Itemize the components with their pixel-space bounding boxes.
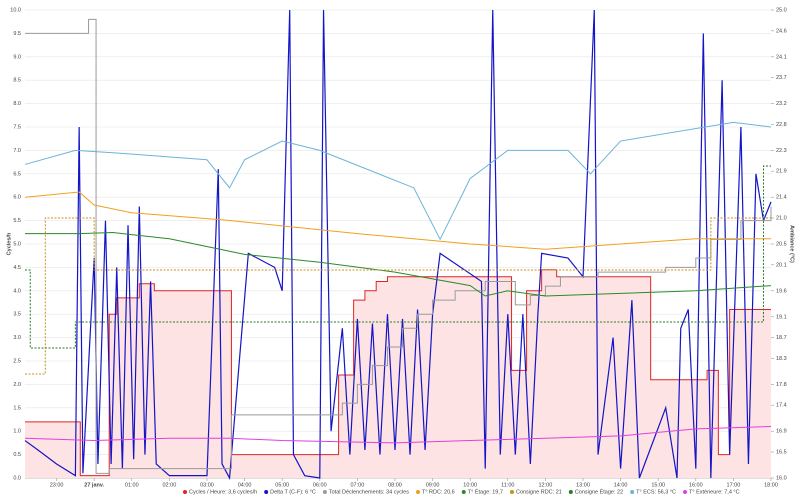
x-tick-label: 13:00 <box>576 482 590 488</box>
x-tick-label: 04:00 <box>238 482 252 488</box>
y2-tick-label: 18.7 <box>776 335 787 341</box>
x-tick-label: 14:00 <box>614 482 628 488</box>
legend-marker <box>183 490 187 494</box>
y-tick-label: 3.5 <box>13 312 21 318</box>
y-tick-label: 5.0 <box>13 241 21 247</box>
series-line <box>25 18 772 474</box>
y-tick-label: 10.0 <box>10 7 21 13</box>
y-tick-label: 3.0 <box>13 335 21 341</box>
y-tick-label: 8.5 <box>13 78 21 84</box>
legend-label: Consigne RDC: 21 <box>516 489 562 495</box>
y2-tick-label: 16.9 <box>776 429 787 435</box>
series-line <box>24 9 772 481</box>
y-tick-label: 4.0 <box>13 288 21 294</box>
series-line <box>25 232 772 297</box>
series-line <box>24 191 771 250</box>
legend-label: Cycles / Heure: 3,6 cycles/h <box>189 489 257 495</box>
x-tick-label: 01:00 <box>125 482 139 488</box>
y-tick-label: 7.5 <box>13 124 21 130</box>
y2-tick-label: 19.6 <box>776 288 787 294</box>
y2-tick-label: 20.5 <box>776 241 787 247</box>
y2-tick-label: 22.3 <box>776 148 787 154</box>
y2-tick-label: 21.9 <box>776 169 787 175</box>
y-tick-label: 0.5 <box>13 452 21 458</box>
y-tick-label: 4.5 <box>13 265 21 271</box>
y2-tick-label: 19.1 <box>776 314 787 320</box>
y-tick-label: 9.5 <box>13 31 21 37</box>
legend-marker <box>509 490 514 494</box>
x-tick-label: 07:00 <box>351 482 365 488</box>
y2-tick-label: 22.8 <box>776 122 787 128</box>
y-axis-label: Cycles/h <box>6 232 12 255</box>
x-tick-label: 16:00 <box>689 482 703 488</box>
x-tick-label: 08:00 <box>388 482 402 488</box>
y2-tick-label: 25.0 <box>776 7 787 13</box>
y-tick-label: 6.0 <box>13 195 21 201</box>
legend-marker <box>683 490 688 494</box>
x-tick-label: 27 janv. <box>84 482 104 488</box>
y2-tick-label: 17.8 <box>776 382 787 388</box>
y2-tick-label: 24.1 <box>776 54 787 60</box>
y2-tick-label: 23.2 <box>776 101 787 107</box>
y2-tick-label: 20.1 <box>776 262 787 268</box>
legend-label: T° Étage: 19,7 <box>468 488 503 495</box>
x-tick-label: 02:00 <box>163 482 177 488</box>
legend-marker <box>630 490 635 494</box>
x-tick-label: 18:00 <box>764 482 778 488</box>
series-line <box>24 121 772 241</box>
y-tick-label: 9.0 <box>13 54 21 60</box>
y-tick-label: 8.0 <box>13 101 21 107</box>
x-tick-label: 10:00 <box>463 482 477 488</box>
x-tick-label: 11:00 <box>501 482 514 488</box>
legend-marker <box>568 490 573 494</box>
legend-marker <box>461 490 466 494</box>
y-tick-label: 6.5 <box>13 171 21 177</box>
legend-label: Delta T (C-F): 6 °C <box>270 489 316 495</box>
y-tick-label: 2.0 <box>13 382 21 388</box>
y2-tick-label: 17.4 <box>776 403 787 409</box>
x-tick-label: 03:00 <box>200 482 214 488</box>
legend-label: T° RDC: 20,6 <box>422 489 455 495</box>
legend-label: Consigne Étage: 22 <box>575 488 623 495</box>
legend-marker <box>415 490 420 494</box>
y2-tick-label: 21.0 <box>776 215 787 221</box>
x-tick-label: 15:00 <box>651 482 665 488</box>
y-tick-label: 5.5 <box>13 218 21 224</box>
legend-label: T° Extérieure: 7,4 °C <box>689 489 740 495</box>
legend-label: T° ECS: 56,3 °C <box>636 489 676 495</box>
y-tick-label: 0.0 <box>13 475 21 481</box>
y-tick-label: 7.0 <box>13 148 21 154</box>
x-tick-label: 09:00 <box>426 482 440 488</box>
y-tick-label: 1.0 <box>13 429 21 435</box>
legend-marker <box>264 490 269 494</box>
y-tick-label: 1.5 <box>13 405 21 411</box>
y2-tick-label: 18.3 <box>776 356 787 362</box>
series-line <box>25 165 771 349</box>
legend-marker <box>322 490 327 494</box>
y2-tick-label: 16.0 <box>776 475 787 481</box>
y2-tick-label: 24.6 <box>776 28 787 34</box>
y-tick-label: 2.5 <box>13 358 21 364</box>
y2-axis-label: Ambiance (°C) <box>789 225 795 263</box>
x-tick-label: 06:00 <box>313 482 327 488</box>
x-tick-label: 12:00 <box>539 482 553 488</box>
x-tick-label: 05:00 <box>275 482 289 488</box>
series-line <box>24 426 772 444</box>
x-tick-label: 23:00 <box>50 482 64 488</box>
x-tick-label: 17:00 <box>727 482 741 488</box>
y2-tick-label: 21.4 <box>776 195 787 201</box>
legend-label: Total Déclenchements: 34 cycles <box>329 489 409 495</box>
y2-tick-label: 16.5 <box>776 449 787 455</box>
y2-tick-label: 23.7 <box>776 75 787 81</box>
